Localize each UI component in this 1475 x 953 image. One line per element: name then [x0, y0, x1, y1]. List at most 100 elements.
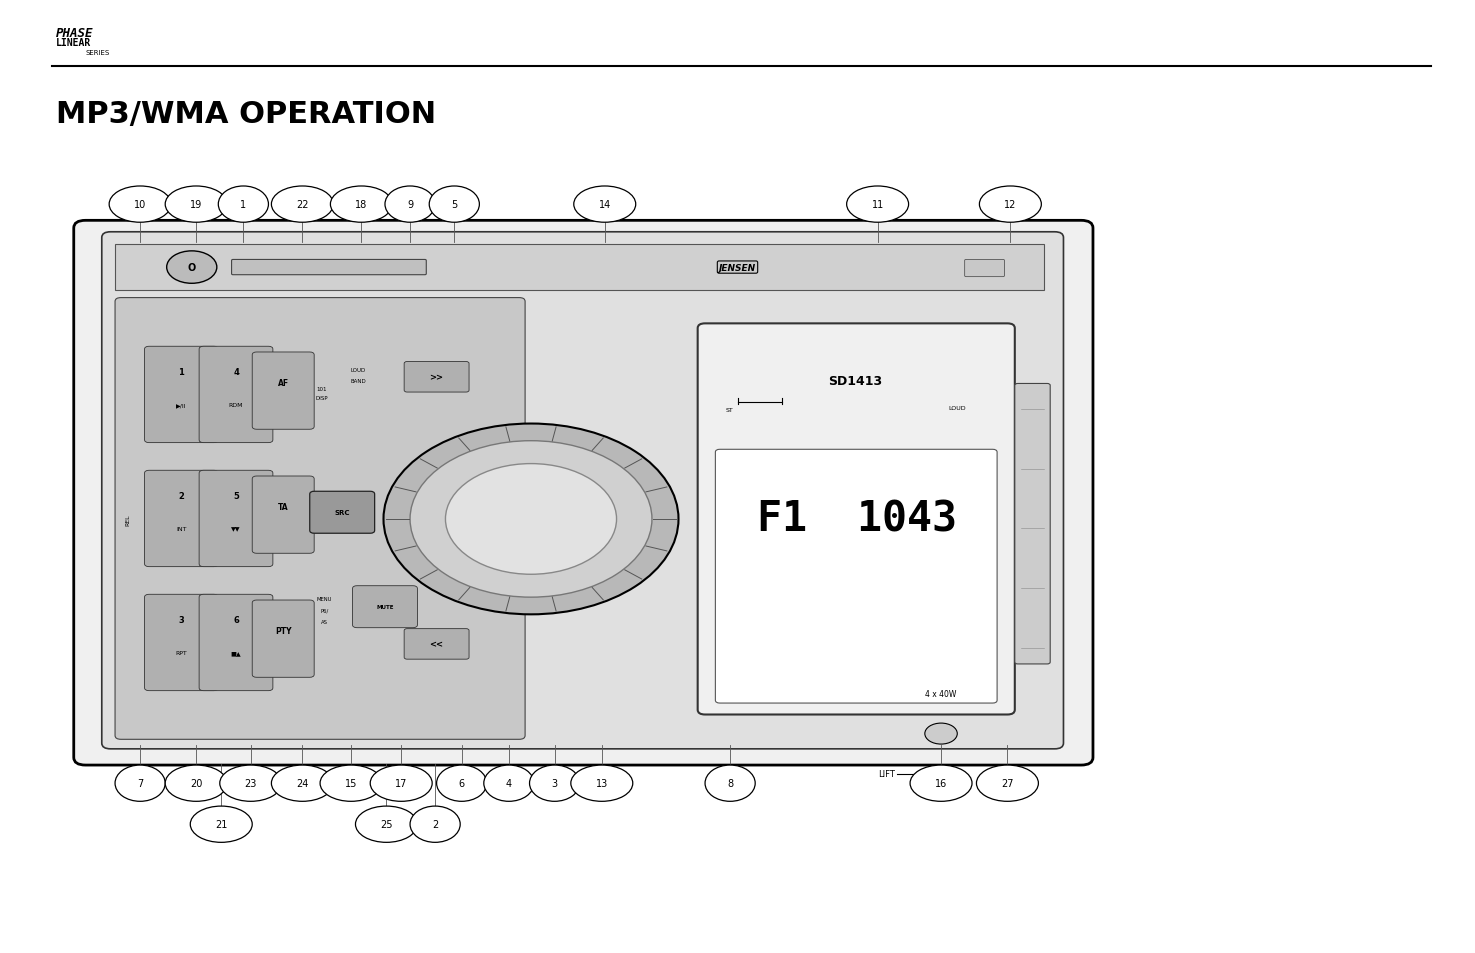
Text: 10: 10	[134, 200, 146, 210]
Text: LOUD: LOUD	[351, 367, 366, 373]
Text: JENSEN: JENSEN	[718, 263, 757, 273]
FancyBboxPatch shape	[115, 245, 1044, 291]
Text: P6/: P6/	[320, 607, 329, 613]
Text: DISP: DISP	[316, 395, 327, 401]
Text: 1: 1	[178, 367, 184, 376]
Text: 22: 22	[296, 200, 308, 210]
Text: 21: 21	[215, 820, 227, 829]
Text: TA: TA	[277, 502, 289, 512]
Text: LINEAR: LINEAR	[56, 38, 91, 48]
FancyBboxPatch shape	[404, 362, 469, 393]
Text: 16: 16	[935, 779, 947, 788]
Ellipse shape	[571, 765, 633, 801]
Text: 14: 14	[599, 200, 611, 210]
Text: ▼▼: ▼▼	[232, 526, 240, 532]
Ellipse shape	[574, 187, 636, 223]
Ellipse shape	[437, 765, 487, 801]
Ellipse shape	[429, 187, 479, 223]
Ellipse shape	[847, 187, 909, 223]
Text: 3: 3	[552, 779, 558, 788]
Ellipse shape	[410, 806, 460, 842]
Text: 4: 4	[506, 779, 512, 788]
Text: SD1413: SD1413	[829, 375, 882, 388]
Text: RPT: RPT	[176, 650, 187, 656]
Ellipse shape	[165, 187, 227, 223]
Text: PHASE: PHASE	[56, 27, 93, 40]
Text: 13: 13	[596, 779, 608, 788]
Text: 23: 23	[245, 779, 257, 788]
Text: MUTE: MUTE	[376, 604, 394, 610]
Circle shape	[384, 424, 678, 615]
Ellipse shape	[979, 187, 1041, 223]
FancyBboxPatch shape	[199, 595, 273, 691]
Ellipse shape	[115, 765, 165, 801]
Text: 6: 6	[459, 779, 465, 788]
Text: 101: 101	[316, 386, 327, 392]
Text: O: O	[187, 263, 196, 273]
Text: F1  1043: F1 1043	[757, 498, 957, 540]
Text: 6: 6	[233, 615, 239, 624]
Text: 5: 5	[451, 200, 457, 210]
FancyBboxPatch shape	[353, 586, 417, 628]
Text: 17: 17	[395, 779, 407, 788]
FancyBboxPatch shape	[199, 471, 273, 567]
FancyBboxPatch shape	[145, 347, 218, 443]
FancyBboxPatch shape	[252, 600, 314, 678]
FancyBboxPatch shape	[252, 476, 314, 554]
Text: 8: 8	[727, 779, 733, 788]
Text: 7: 7	[137, 779, 143, 788]
Text: 5: 5	[233, 491, 239, 500]
Text: RDM: RDM	[229, 402, 243, 408]
Text: >>: >>	[429, 373, 444, 382]
Ellipse shape	[910, 765, 972, 801]
Text: ▶/II: ▶/II	[176, 402, 187, 408]
FancyBboxPatch shape	[145, 595, 218, 691]
Ellipse shape	[165, 765, 227, 801]
Text: AF: AF	[277, 378, 289, 388]
Circle shape	[925, 723, 957, 744]
Ellipse shape	[218, 187, 268, 223]
Text: 11: 11	[872, 200, 884, 210]
Ellipse shape	[355, 806, 417, 842]
Ellipse shape	[271, 187, 333, 223]
Circle shape	[167, 252, 217, 284]
Text: 15: 15	[345, 779, 357, 788]
Ellipse shape	[385, 187, 435, 223]
FancyBboxPatch shape	[252, 353, 314, 430]
Text: LIFT: LIFT	[879, 769, 895, 779]
Text: 1: 1	[240, 200, 246, 210]
Text: <<: <<	[429, 639, 444, 649]
FancyBboxPatch shape	[404, 629, 469, 659]
Ellipse shape	[220, 765, 282, 801]
Text: REL: REL	[125, 514, 131, 525]
Text: 25: 25	[381, 820, 392, 829]
FancyBboxPatch shape	[232, 260, 426, 275]
Ellipse shape	[330, 187, 392, 223]
Circle shape	[410, 441, 652, 598]
Ellipse shape	[190, 806, 252, 842]
Ellipse shape	[976, 765, 1038, 801]
Text: 4 x 40W: 4 x 40W	[925, 689, 957, 699]
Ellipse shape	[109, 187, 171, 223]
Text: SERIES: SERIES	[86, 50, 109, 55]
FancyBboxPatch shape	[74, 221, 1093, 765]
FancyBboxPatch shape	[715, 450, 997, 703]
Text: PTY: PTY	[274, 626, 292, 636]
FancyBboxPatch shape	[102, 233, 1063, 749]
FancyBboxPatch shape	[310, 492, 375, 534]
Text: 4: 4	[233, 367, 239, 376]
Text: 18: 18	[355, 200, 367, 210]
FancyBboxPatch shape	[698, 324, 1015, 715]
Ellipse shape	[271, 765, 333, 801]
Ellipse shape	[705, 765, 755, 801]
Ellipse shape	[370, 765, 432, 801]
Text: 3: 3	[178, 615, 184, 624]
Text: 27: 27	[1002, 779, 1013, 788]
Circle shape	[445, 464, 617, 575]
Text: ST: ST	[726, 407, 733, 413]
Text: 19: 19	[190, 200, 202, 210]
Text: SRC: SRC	[335, 510, 350, 516]
Text: 9: 9	[407, 200, 413, 210]
FancyBboxPatch shape	[965, 260, 1004, 277]
Text: MP3/WMA OPERATION: MP3/WMA OPERATION	[56, 100, 437, 129]
